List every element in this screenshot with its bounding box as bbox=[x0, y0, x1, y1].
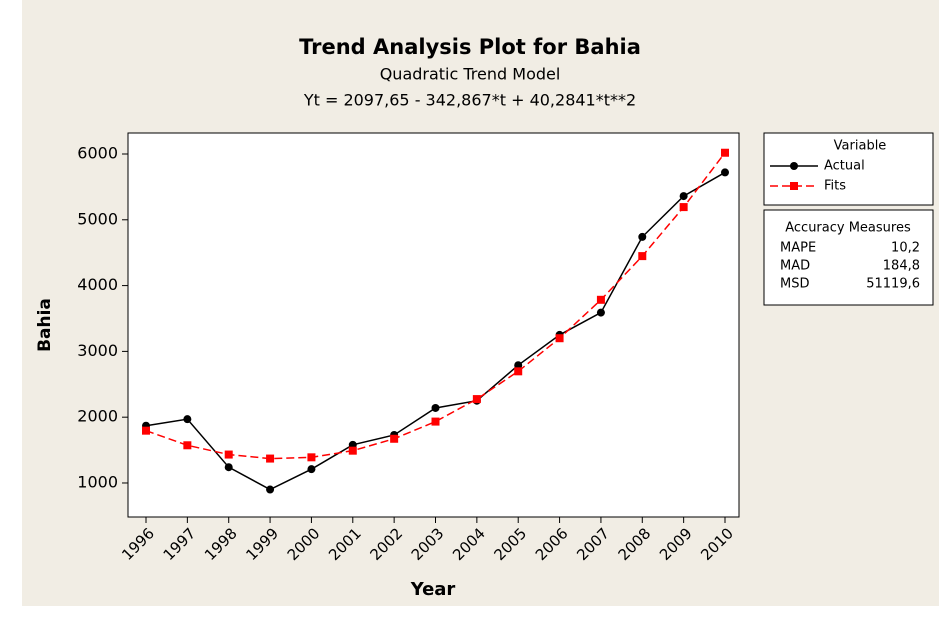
marker bbox=[721, 148, 729, 157]
marker bbox=[721, 168, 729, 177]
y-tick-label: 3000 bbox=[77, 341, 118, 360]
chart-subtitle: Quadratic Trend Model bbox=[380, 65, 561, 84]
marker bbox=[555, 334, 564, 343]
x-axis-label: Year bbox=[410, 579, 456, 600]
plot-area bbox=[127, 132, 740, 518]
marker bbox=[348, 446, 357, 455]
marker bbox=[307, 465, 316, 474]
marker bbox=[266, 454, 275, 463]
marker bbox=[431, 403, 440, 412]
marker bbox=[514, 367, 523, 376]
marker bbox=[596, 295, 605, 304]
legend-marker bbox=[790, 162, 798, 170]
legend-label: Actual bbox=[824, 159, 865, 174]
marker bbox=[266, 485, 275, 494]
y-axis-label: Bahia bbox=[35, 298, 55, 352]
marker bbox=[183, 415, 192, 424]
legend-title: Variable bbox=[834, 139, 887, 154]
accuracy-name: MAPE bbox=[780, 241, 816, 256]
y-tick-label: 1000 bbox=[77, 472, 118, 491]
accuracy-title: Accuracy Measures bbox=[785, 221, 911, 236]
chart-title: Trend Analysis Plot for Bahia bbox=[299, 35, 641, 59]
marker bbox=[679, 192, 688, 201]
accuracy-value: 51119,6 bbox=[866, 277, 920, 292]
marker bbox=[638, 232, 647, 241]
marker bbox=[307, 453, 316, 462]
y-tick-label: 6000 bbox=[77, 143, 118, 162]
accuracy-value: 10,2 bbox=[891, 241, 920, 256]
marker bbox=[472, 395, 481, 404]
marker bbox=[183, 441, 192, 450]
marker bbox=[596, 308, 605, 317]
marker bbox=[142, 426, 150, 435]
series-line bbox=[145, 152, 726, 460]
marker bbox=[390, 434, 399, 443]
marker bbox=[679, 203, 688, 212]
y-tick-label: 2000 bbox=[77, 407, 118, 426]
legend-marker bbox=[790, 182, 798, 190]
equation: Yt = 2097,65 - 342,867*t + 40,2841*t**2 bbox=[303, 91, 636, 110]
y-tick-label: 5000 bbox=[77, 209, 118, 228]
marker bbox=[638, 252, 647, 261]
legend-label: Fits bbox=[824, 179, 846, 194]
accuracy-name: MSD bbox=[780, 277, 809, 292]
marker bbox=[224, 450, 233, 459]
accuracy-value: 184,8 bbox=[883, 259, 920, 274]
marker bbox=[224, 463, 233, 472]
marker bbox=[431, 417, 440, 426]
accuracy-box bbox=[763, 209, 934, 306]
y-tick-label: 4000 bbox=[77, 275, 118, 294]
accuracy-name: MAD bbox=[780, 259, 810, 274]
marker bbox=[514, 361, 523, 370]
